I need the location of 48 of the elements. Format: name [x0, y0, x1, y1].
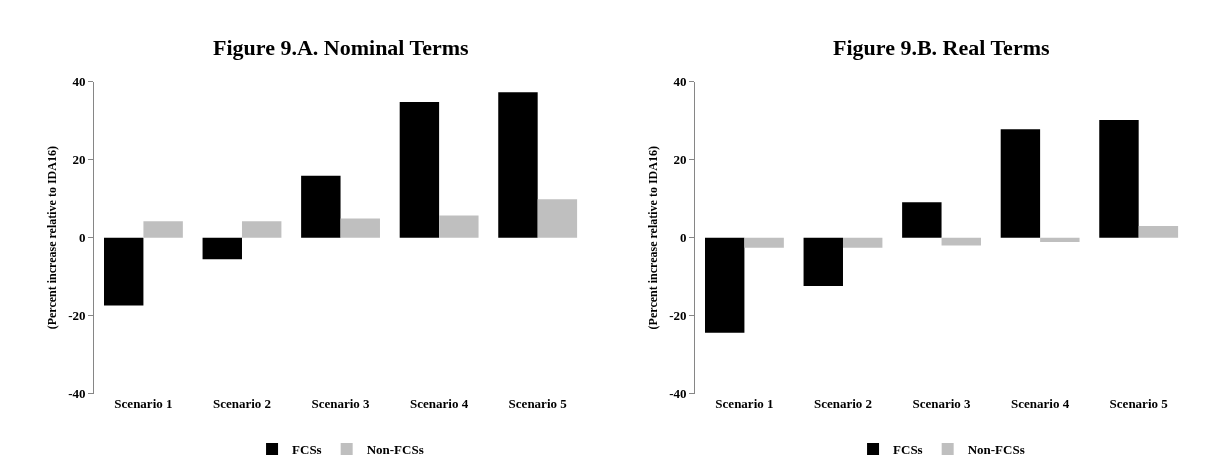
bar [340, 218, 380, 238]
bar [537, 199, 578, 238]
x-tick-label: Scenario 2 [813, 395, 873, 411]
bar [1099, 120, 1139, 238]
x-tick-label: Scenario 2 [212, 395, 272, 411]
y-tick-label: 20 [72, 152, 86, 168]
chart-title: Figure 9.A. Nominal Terms [213, 35, 470, 60]
legend-label: FCSs [893, 442, 923, 458]
bar [439, 215, 479, 238]
bar [744, 237, 784, 248]
bar [399, 102, 440, 238]
bar [301, 175, 341, 238]
legend-label: Non-FCSs [366, 442, 424, 458]
bar [1040, 237, 1080, 243]
x-tick-label: Scenario 1 [114, 395, 173, 411]
x-tick-label: Scenario 1 [715, 395, 774, 411]
x-tick-label: Scenario 5 [1109, 395, 1169, 411]
bar [1000, 129, 1041, 238]
bar [803, 237, 843, 287]
bar [498, 92, 538, 238]
x-tick-label: Scenario 3 [912, 395, 972, 411]
y-tick-label: 0 [680, 230, 687, 246]
bar [143, 221, 183, 238]
bar [705, 237, 745, 333]
chart-title: Figure 9.B. Real Terms [833, 35, 1050, 60]
y-tick-label: -20 [68, 308, 86, 324]
y-tick-label: 40 [72, 74, 86, 90]
y-tick-label: -40 [68, 386, 86, 402]
legend-label: FCSs [292, 442, 322, 458]
bar [842, 237, 883, 248]
x-tick-label: Scenario 4 [1011, 395, 1070, 411]
x-tick-label: Scenario 4 [410, 395, 469, 411]
y-axis-title: (Percent increase relative to IDA16) [45, 146, 60, 330]
bar [941, 237, 981, 246]
y-tick-label: 40 [673, 74, 687, 90]
y-tick-label: 20 [673, 152, 687, 168]
bar [902, 202, 942, 238]
y-tick-label: 0 [79, 230, 86, 246]
bar [202, 237, 242, 260]
y-tick-label: -20 [669, 308, 687, 324]
y-axis-title: (Percent increase relative to IDA16) [646, 146, 661, 330]
bar [1138, 226, 1179, 238]
bar [104, 237, 144, 306]
y-tick-label: -40 [669, 386, 687, 402]
x-tick-label: Scenario 5 [508, 395, 568, 411]
bar [241, 221, 282, 238]
x-tick-label: Scenario 3 [311, 395, 371, 411]
legend-label: Non-FCSs [967, 442, 1025, 458]
